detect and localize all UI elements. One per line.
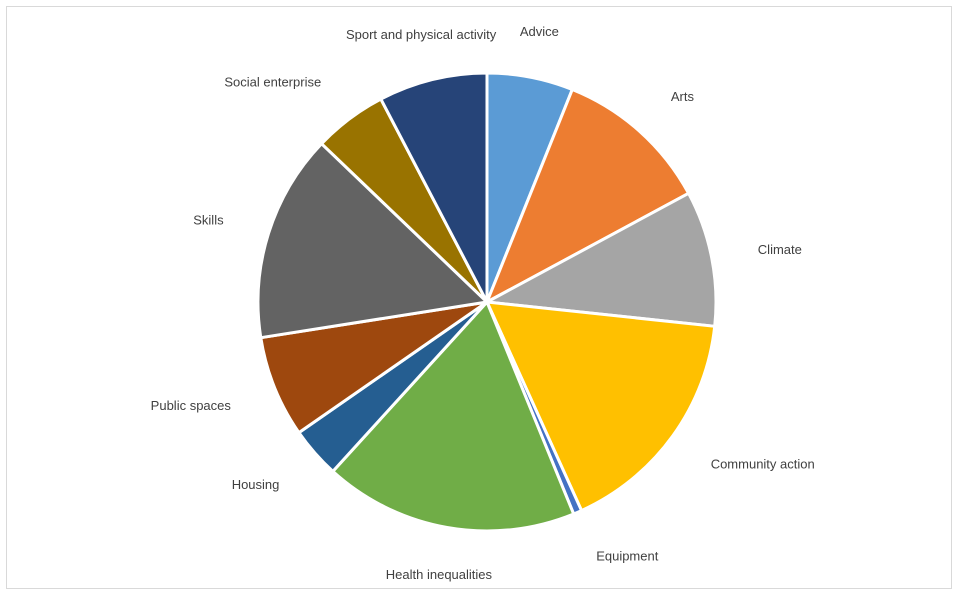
slice-label-social-enterprise: Social enterprise (224, 74, 321, 89)
pie-slice-sport-and-physical-activity (379, 71, 489, 304)
pie-slice-climate (485, 191, 718, 328)
slice-label-public-spaces: Public spaces (151, 398, 232, 413)
slice-label-housing: Housing (232, 477, 280, 492)
pie-slice-skills (256, 142, 489, 340)
slice-label-sport-and-physical-activity: Sport and physical activity (346, 27, 497, 42)
slice-label-equipment: Equipment (596, 549, 659, 564)
slice-label-skills: Skills (193, 213, 224, 228)
slice-label-arts: Arts (671, 89, 695, 104)
slice-label-community-action: Community action (711, 457, 815, 472)
slice-label-advice: Advice (520, 24, 559, 39)
slice-label-health-inequalities: Health inequalities (386, 567, 493, 582)
pie-slice-arts (485, 87, 691, 304)
pie-slice-health-inequalities (331, 300, 576, 533)
slice-label-climate: Climate (758, 242, 802, 257)
pie-slice-community-action (485, 300, 717, 513)
pie-slice-public-spaces (259, 300, 489, 435)
